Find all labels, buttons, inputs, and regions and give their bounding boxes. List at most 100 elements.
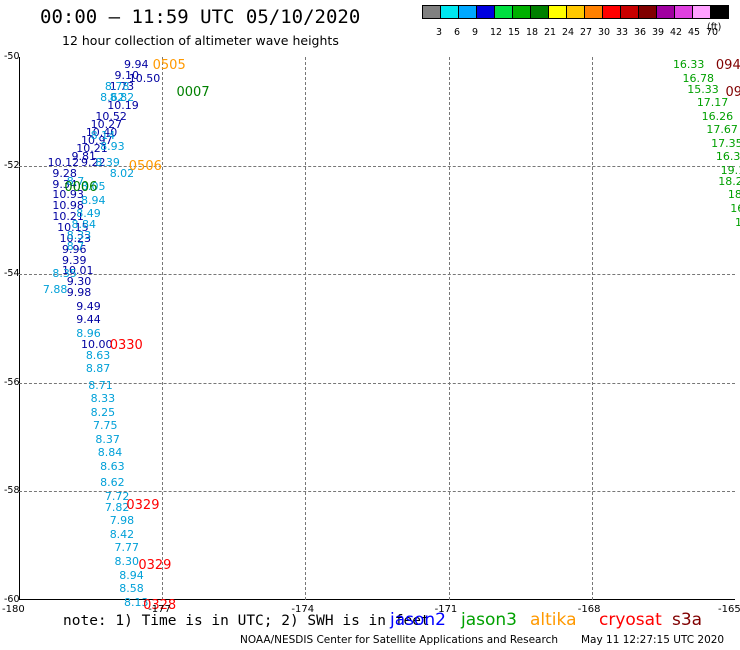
grid-line-lat xyxy=(19,382,735,384)
wave-height-value: 9.44 xyxy=(76,313,101,327)
wave-height-value: 9.34 xyxy=(52,177,77,191)
wave-height-value: 8.93 xyxy=(100,139,125,153)
wave-height-value: 10.93 xyxy=(52,188,84,202)
wave-height-value: 8.05 xyxy=(81,180,106,194)
wave-height-value: 10.50 xyxy=(128,71,161,85)
wave-height-value: 9.96 xyxy=(61,242,87,256)
satellite-label-cryosat: cryosat xyxy=(599,610,662,630)
grid-line-lat xyxy=(19,274,735,276)
wave-height-value: 8.63 xyxy=(100,459,125,473)
grid-line-lon xyxy=(448,57,450,600)
wave-height-value: 10.15 xyxy=(57,221,89,235)
wave-height-value: 10.19 xyxy=(107,98,139,112)
wave-height-value: 8.02 xyxy=(109,166,135,180)
lat-tick-label: -56 xyxy=(4,376,20,388)
page-title: 00:00 – 11:59 UTC 05/10/2020 xyxy=(40,6,361,28)
wave-height-value: 8.37 xyxy=(95,432,120,446)
wave-height-value: 10.52 xyxy=(95,109,127,123)
lat-tick-label: -50 xyxy=(4,51,20,62)
wave-height-value: 16.42 xyxy=(735,215,740,229)
wave-height-value: 8.87 xyxy=(85,362,111,376)
wave-height-value: 16.78 xyxy=(682,71,714,85)
pass-time-label: 0506 xyxy=(128,158,162,174)
wave-height-value: 10.21 xyxy=(52,210,84,224)
wave-height-value: 8.7 xyxy=(66,174,85,188)
wave-height-value: 9.39 xyxy=(61,253,87,267)
lon-tick-label: -180 xyxy=(2,604,25,615)
legend-swatch xyxy=(620,5,639,19)
wave-height-value: 10.00 xyxy=(81,337,113,351)
wave-height-value: 7.77 xyxy=(114,541,139,555)
wave-height-value: 18.33 xyxy=(727,188,740,202)
lon-tick-label: -174 xyxy=(291,604,315,615)
wave-height-value: 8.7 xyxy=(66,240,85,254)
legend-swatch xyxy=(422,5,441,19)
legend-swatch xyxy=(710,5,729,19)
legend-label: 3 xyxy=(436,27,443,38)
legend-label: 6 xyxy=(454,27,461,38)
legend-swatch xyxy=(638,5,657,19)
pass-time-label: 0329 xyxy=(138,557,172,573)
wave-height-value: 8.96 xyxy=(76,326,101,340)
lat-tick-label: -58 xyxy=(4,485,20,497)
pass-time-label: 0330 xyxy=(109,337,143,353)
wave-height-value: 16.26 xyxy=(701,109,734,123)
wave-height-value: 8.33 xyxy=(90,392,116,406)
color-legend: 3 6 9 12 15 18 21 24 27 30 33 36 39 42 45 70 xyxy=(422,5,729,38)
grid-line-lat xyxy=(19,491,735,493)
pass-time-label: 0007 xyxy=(176,85,210,101)
wave-height-value: 10.40 xyxy=(85,126,118,140)
generated-timestamp: May 11 12:27:15 UTC 2020 xyxy=(581,634,725,646)
legend-label: 24 xyxy=(562,27,575,38)
wave-height-value: 8.33 xyxy=(66,229,92,243)
wave-height-value: 8.35 xyxy=(52,267,77,281)
pass-time-label: 0328 xyxy=(143,598,177,614)
page-subtitle: 12 hour collection of altimeter wave hei… xyxy=(62,33,339,48)
legend-label: 45 xyxy=(688,27,701,38)
legend-label: 70 xyxy=(706,27,719,38)
legend-swatch xyxy=(458,5,477,19)
wave-height-value: 10.01 xyxy=(61,264,94,278)
pass-time-label: 0948 xyxy=(725,85,740,101)
wave-height-value: 18.27 xyxy=(718,174,740,188)
legend-swatch xyxy=(512,5,531,19)
wave-height-value: 9.30 xyxy=(66,275,92,289)
lon-tick-label: -171 xyxy=(434,604,458,615)
legend-label: 21 xyxy=(544,27,557,38)
legend-label: 9 xyxy=(472,27,479,38)
wave-height-value: 10.21 xyxy=(76,142,108,156)
legend-swatch xyxy=(602,5,621,19)
wave-height-value: 10.27 xyxy=(90,117,123,131)
legend-label: 36 xyxy=(634,27,647,38)
wave-height-value: 9.28 xyxy=(52,166,77,180)
wave-height-value: 17.35 xyxy=(711,136,740,150)
plot-frame xyxy=(19,57,735,600)
wave-height-value: 8.13 xyxy=(124,595,149,609)
legend-unit: (ft) xyxy=(707,22,722,33)
grid-line-lat xyxy=(19,165,735,167)
grid-line-lon xyxy=(591,57,593,600)
legend-label: 12 xyxy=(490,27,503,38)
wave-height-value: 8.63 xyxy=(85,348,111,362)
wave-height-value: 8.84 xyxy=(71,218,97,232)
pass-time-label: 0949 xyxy=(715,58,740,74)
wave-height-value: 8.94 xyxy=(81,193,106,207)
pass-time-label: 0006 xyxy=(64,180,98,196)
wave-height-value: 17.17 xyxy=(696,96,729,110)
satellite-label-altika: altika xyxy=(530,610,577,630)
wave-height-value: 9.94 xyxy=(124,58,149,72)
lon-tick-label: -177 xyxy=(148,604,171,615)
legend-label: 42 xyxy=(670,27,683,38)
legend-swatch xyxy=(566,5,585,19)
grid-line-lon xyxy=(162,57,164,600)
lat-tick-label: -60 xyxy=(4,594,20,605)
wave-height-value: 15.33 xyxy=(687,82,719,96)
wave-height-value: 8.49 xyxy=(76,207,101,221)
wave-height-value: 8.30 xyxy=(114,554,139,568)
wave-height-value: 8.42 xyxy=(109,527,135,541)
wave-height-value: 8.58 xyxy=(119,582,144,596)
lat-tick-label: -52 xyxy=(4,159,20,171)
legend-label: 39 xyxy=(652,27,665,38)
wave-height-value: 8.71 xyxy=(88,378,113,392)
wave-height-value: 8.94 xyxy=(119,568,144,582)
